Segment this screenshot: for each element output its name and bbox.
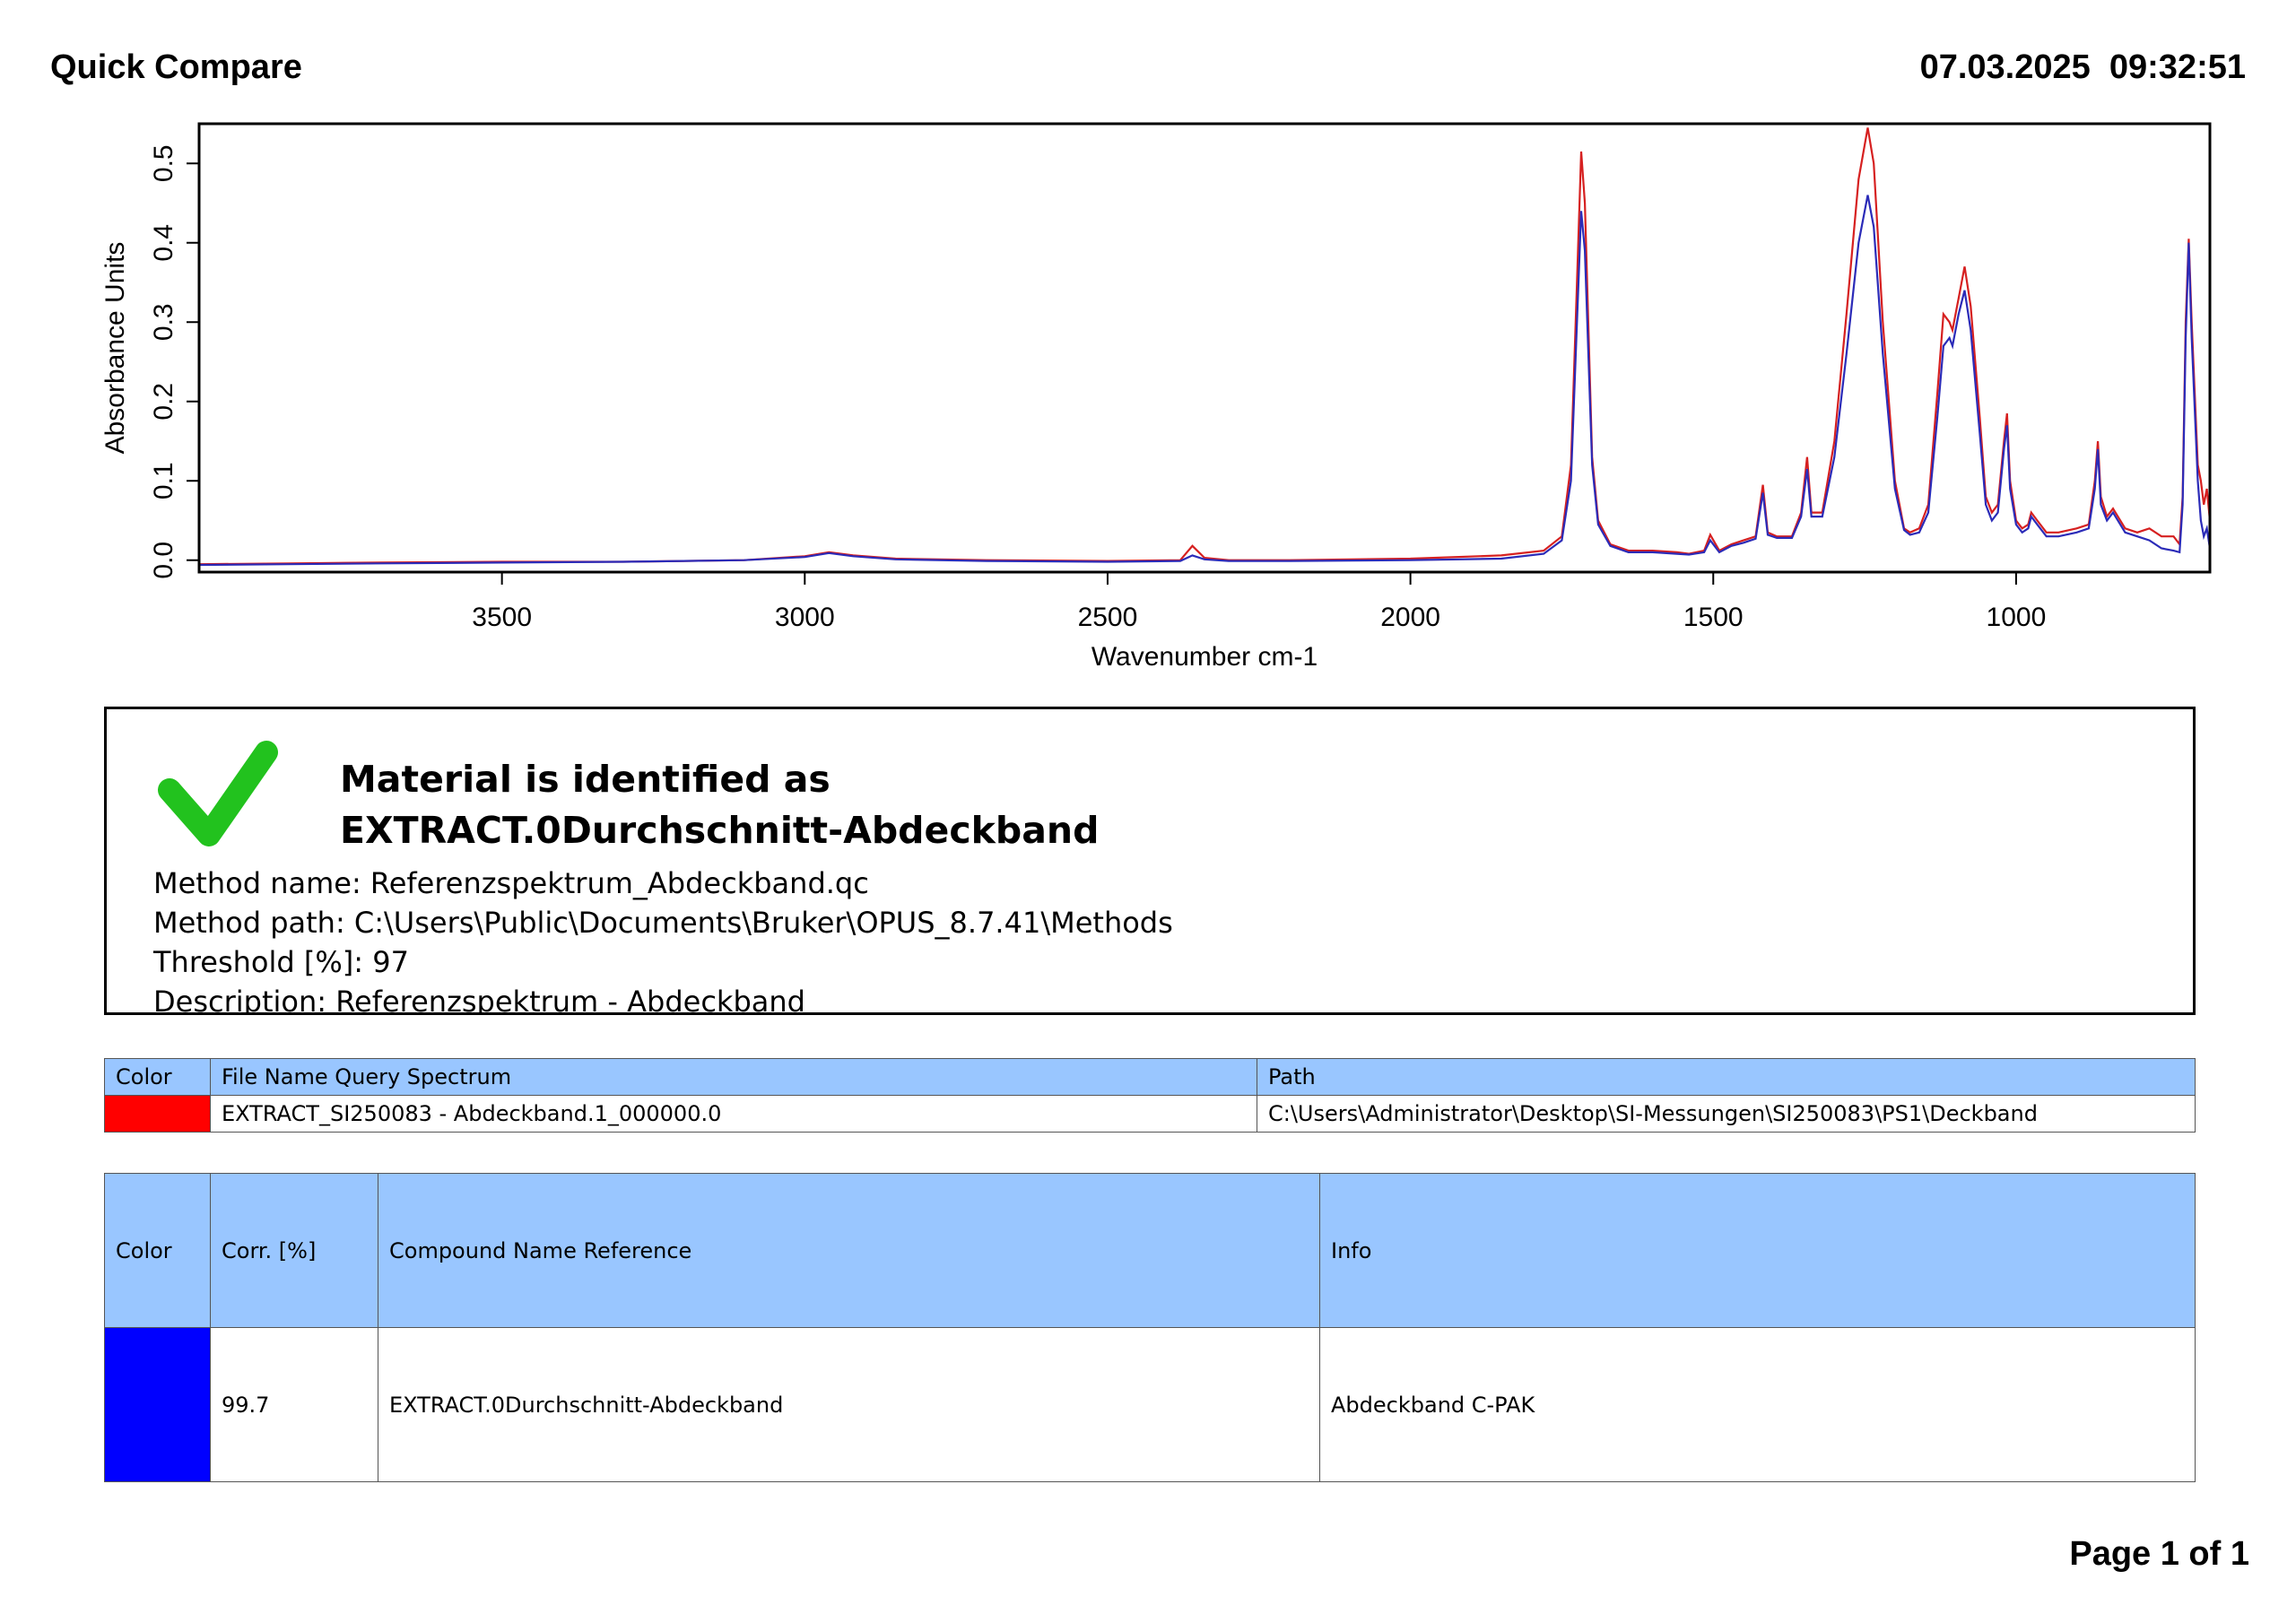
spectrum-chart: 3500 3000 2500 2000 1500 1000 0.0 0.1 0.2 0.3 0.4… xyxy=(100,122,2212,672)
x-axis-label: Wavenumber cm-1 xyxy=(1091,642,1318,672)
method-path: Method path: C:\Users\Public\Documents\B… xyxy=(153,906,1173,940)
identified-material: EXTRACT.0Durchschnitt-Abdeckband xyxy=(340,809,1100,852)
reference-match-table: Color Corr. [%] Compound Name Reference … xyxy=(104,1173,2196,1482)
series-group xyxy=(198,127,2212,567)
column-header-path: Path xyxy=(1257,1058,2196,1096)
report-datetime: 07.03.2025 09:32:51 xyxy=(1919,48,2246,86)
reference-info: Abdeckband C-PAK xyxy=(1319,1327,2196,1482)
identification-result-box: Material is identified as EXTRACT.0Durch… xyxy=(104,707,2196,1015)
query-spectrum-table: Color File Name Query Spectrum Path EXTR… xyxy=(104,1058,2196,1133)
table-row: EXTRACT_SI250083 - Abdeckband.1_000000.0… xyxy=(104,1095,2196,1133)
color-swatch-blue xyxy=(104,1327,211,1482)
column-header-correlation: Corr. [%] xyxy=(210,1173,378,1328)
column-header-color: Color xyxy=(104,1173,211,1328)
spectrum-line-2 xyxy=(198,195,2212,567)
identification-title-line1: Material is identified as xyxy=(340,758,831,801)
color-swatch-red xyxy=(104,1095,211,1133)
compound-name: EXTRACT.0Durchschnitt-Abdeckband xyxy=(378,1327,1320,1482)
x-tick-label: 3500 xyxy=(472,603,532,632)
x-tick-label: 2000 xyxy=(1380,603,1440,632)
x-tick-label: 1500 xyxy=(1683,603,1744,632)
report-title: Quick Compare xyxy=(50,48,302,86)
table-row: 99.7 EXTRACT.0Durchschnitt-Abdeckband Ab… xyxy=(104,1327,2196,1482)
spectrum-line-1 xyxy=(198,127,2212,566)
x-axis: 3500 3000 2500 2000 1500 1000 xyxy=(472,572,2046,632)
page-number: Page 1 of 1 xyxy=(2069,1535,2249,1573)
y-tick-label: 0.3 xyxy=(149,303,178,341)
column-header-color: Color xyxy=(104,1058,211,1096)
method-description: Description: Referenzspektrum - Abdeckba… xyxy=(153,985,805,1015)
y-tick-label: 0.0 xyxy=(149,542,178,579)
column-header-compound: Compound Name Reference xyxy=(378,1173,1320,1328)
method-info: Method name: Referenzspektrum_Abdeckband… xyxy=(153,864,1173,1015)
y-tick-label: 0.4 xyxy=(149,224,178,262)
x-tick-label: 2500 xyxy=(1078,603,1138,632)
y-axis: 0.0 0.1 0.2 0.3 0.4 0.5 xyxy=(149,144,199,579)
table-header-row: Color Corr. [%] Compound Name Reference … xyxy=(104,1173,2196,1328)
column-header-file-name: File Name Query Spectrum xyxy=(210,1058,1257,1096)
query-file-name: EXTRACT_SI250083 - Abdeckband.1_000000.0 xyxy=(210,1095,1257,1133)
y-tick-label: 0.5 xyxy=(149,144,178,182)
plot-frame xyxy=(197,122,2212,574)
y-tick-label: 0.1 xyxy=(149,462,178,499)
method-name: Method name: Referenzspektrum_Abdeckband… xyxy=(153,866,869,900)
checkmark-icon xyxy=(158,741,278,846)
y-axis-label: Absorbance Units xyxy=(100,242,130,455)
column-header-info: Info xyxy=(1319,1173,2196,1328)
threshold: Threshold [%]: 97 xyxy=(153,945,409,979)
correlation-value: 99.7 xyxy=(210,1327,378,1482)
query-path: C:\Users\Administrator\Desktop\SI-Messun… xyxy=(1257,1095,2196,1133)
identification-title: Material is identified as EXTRACT.0Durch… xyxy=(340,754,1099,856)
table-header-row: Color File Name Query Spectrum Path xyxy=(104,1058,2196,1096)
x-tick-label: 3000 xyxy=(775,603,835,632)
x-tick-label: 1000 xyxy=(1987,603,2047,632)
y-tick-label: 0.2 xyxy=(149,383,178,421)
